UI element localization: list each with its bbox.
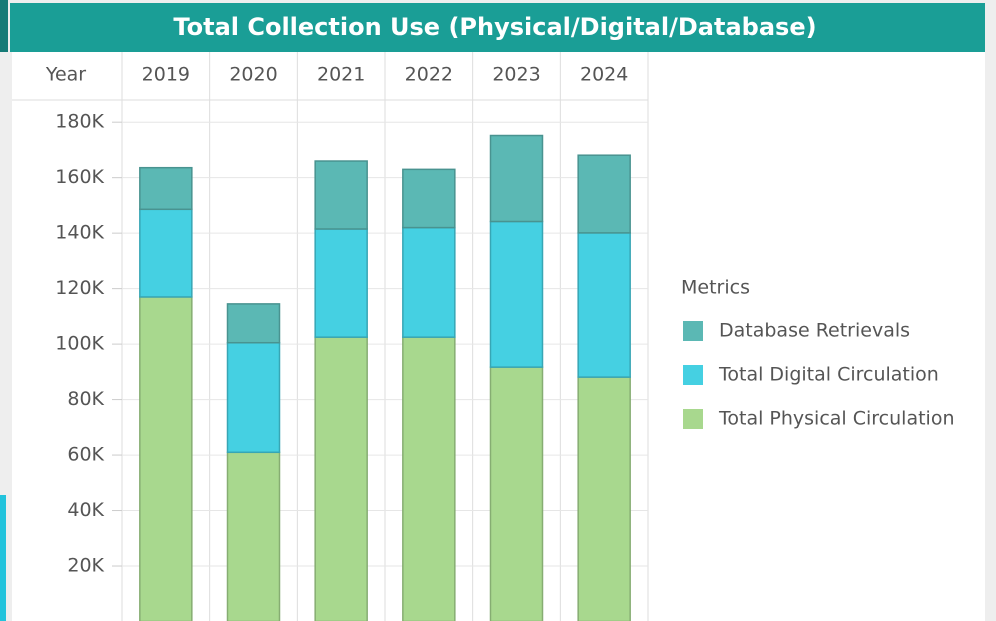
y-tick-label: 120K [55,277,104,299]
side-strip [0,495,6,621]
legend-label: Database Retrievals [719,320,910,342]
y-tick-label: 80K [67,388,104,410]
x-tick-label: 2021 [317,64,365,86]
bar-segment [489,134,544,223]
bar-segment [489,220,544,368]
bar-segment [139,166,193,211]
x-tick-label: 2024 [580,64,628,86]
bar-segment [402,226,456,338]
bar-segment [226,303,281,344]
y-tick-label: 160K [55,166,104,188]
header-band [10,3,985,52]
bar-segment [314,336,368,621]
bar-segment [226,451,281,621]
legend-swatch [683,321,703,341]
x-tick-label: 2019 [142,64,190,86]
y-tick-label: 40K [67,499,104,521]
x-tick-label: 2020 [229,64,277,86]
bar-segment [314,228,368,338]
bar-segment [314,160,368,230]
x-tick-label: 2023 [492,64,540,86]
x-tick-label: 2022 [405,64,453,86]
y-tick-label: 20K [67,555,104,577]
bar-segment [139,208,193,298]
chart-title: Total Collection Use (Physical/Digital/D… [173,13,816,41]
bar-segment [489,366,544,621]
legend-swatch [683,409,703,429]
side-strip [0,0,8,52]
x-axis-label: Year [45,64,86,86]
bar-segment [402,168,456,229]
bar-segment [226,341,281,454]
legend-label: Total Physical Circulation [718,408,955,430]
bar-segment [402,336,456,621]
legend-swatch [683,365,703,385]
y-tick-label: 180K [55,111,104,133]
bar-segment [577,154,631,234]
legend-title: Metrics [681,277,750,299]
legend-label: Total Digital Circulation [718,364,939,386]
y-tick-label: 60K [67,444,104,466]
bar-segment [577,232,631,378]
y-tick-label: 100K [55,333,104,355]
bar-segment [139,296,193,621]
y-tick-label: 140K [55,222,104,244]
bar-segment [577,376,631,621]
